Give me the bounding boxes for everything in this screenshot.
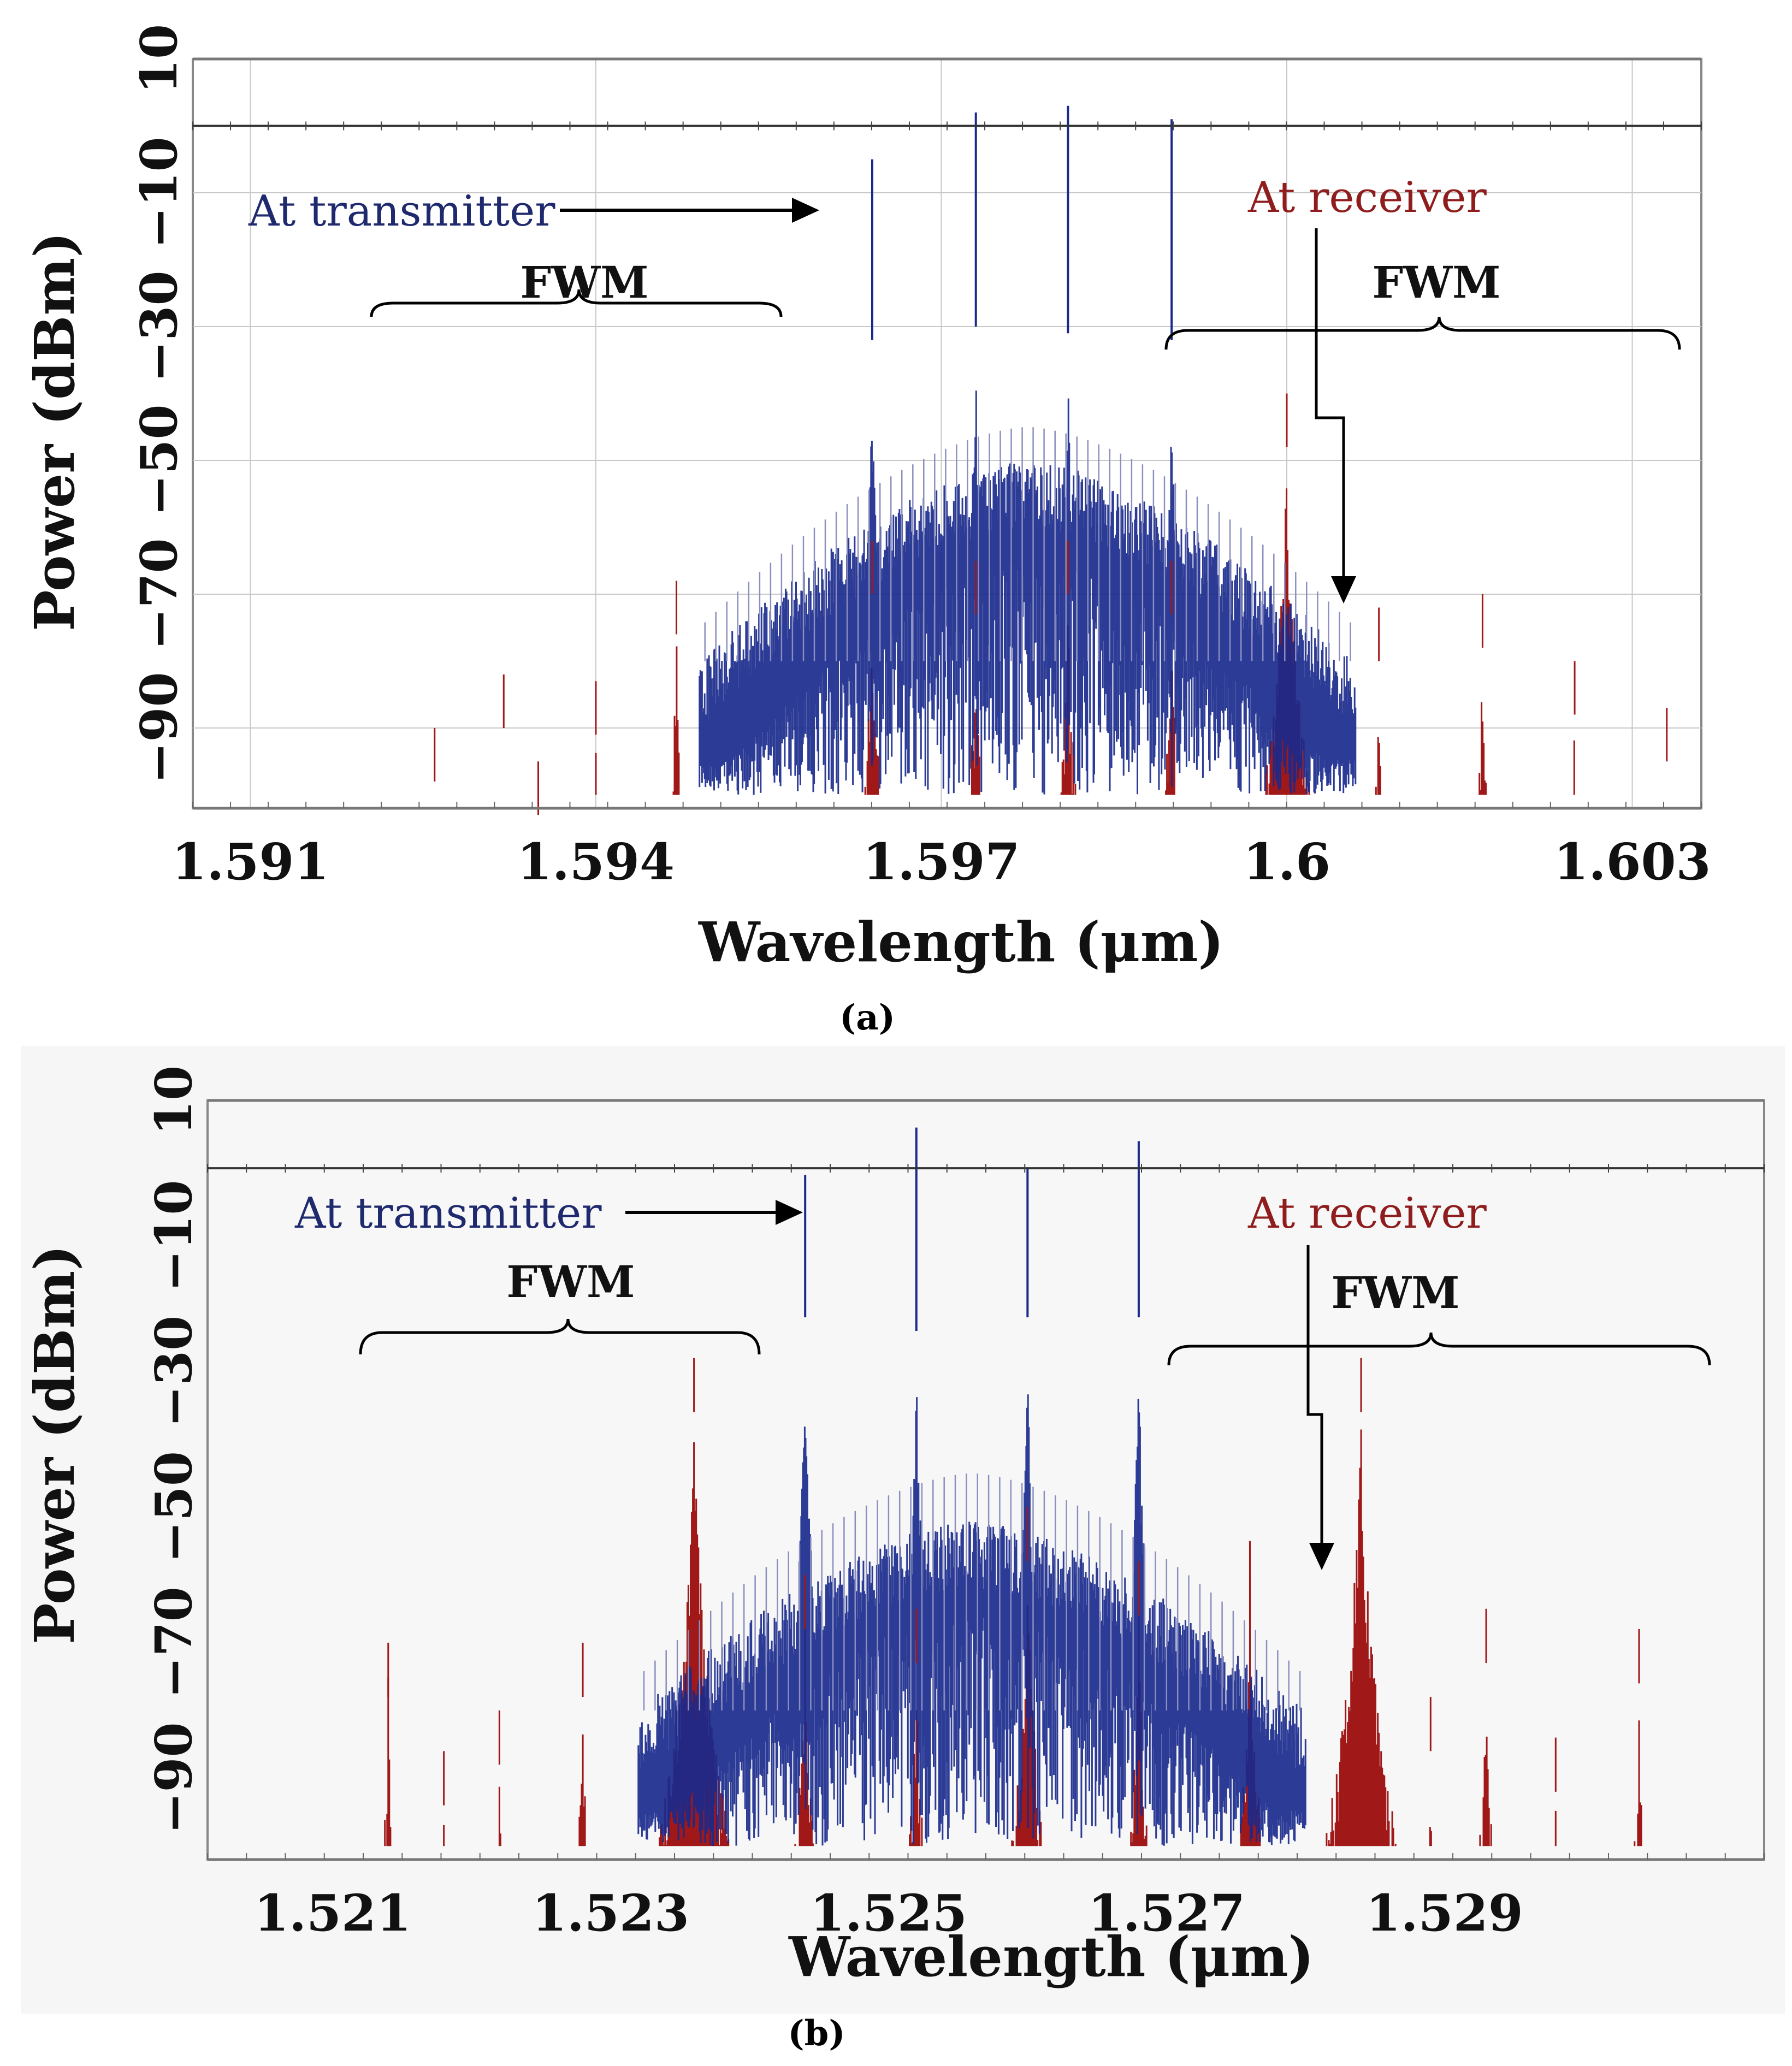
panel-a-x-tick-label: 1.594 [517,832,675,891]
panel-a-y-axis-title: Power (dBm) [22,232,87,631]
panel-a: 1.591 1.594 1.597 1.6 1.603 10 −10 −30 −… [22,24,1711,1038]
panel-a-y-tick-label: −90 [129,672,188,784]
panel-a-y-tick-label: 10 [129,24,188,94]
panel-b-y-tick-label: 10 [144,1065,203,1135]
panel-b-y-tick-label: −30 [144,1316,203,1428]
panel-b-y-tick-label: −70 [144,1587,203,1698]
panel-a-y-tick-label: −70 [129,538,188,650]
panel-a-fwm-right-label: FWM [1372,257,1500,308]
panel-b-y-axis-title: Power (dBm) [22,1245,87,1644]
panel-a-x-tick-label: 1.6 [1243,832,1330,891]
panel-a-x-tick-label: 1.591 [171,832,329,891]
panel-a-x-tick-label: 1.597 [862,832,1020,891]
panel-a-transmitter-label: At transmitter [248,187,555,236]
panel-b-receiver-label: At receiver [1247,1189,1487,1238]
panel-a-label: (a) [839,997,895,1038]
panel-b-y-tick-label: −10 [144,1180,203,1292]
panel-b-x-tick-label: 1.529 [1366,1884,1523,1943]
panel-b-fwm-right-label: FWM [1331,1267,1459,1318]
panel-b-transmitter-label: At transmitter [294,1189,602,1238]
panel-b-y-tick-label: −50 [144,1451,203,1563]
panel-a-y-tick-label: −10 [129,137,188,248]
panel-b-x-tick-label: 1.523 [532,1884,689,1943]
panel-a-x-axis-title: Wavelength (μm) [698,910,1224,974]
panel-b-y-tick-label: −90 [144,1722,203,1834]
panel-a-y-tick-label: −30 [129,270,188,382]
panel-b-x-axis-title: Wavelength (μm) [788,1925,1314,1989]
panel-a-receiver-label: At receiver [1247,173,1487,222]
panel-b-x-tick-label: 1.521 [254,1884,411,1943]
panel-b-fwm-left-label: FWM [506,1256,635,1307]
panel-b: 1.521 1.523 1.525 1.527 1.529 10 −10 −30… [22,1065,1764,2054]
panel-a-y-tick-label: −50 [129,404,188,516]
panel-a-x-tick-label: 1.603 [1553,832,1711,891]
panel-b-label: (b) [788,2013,845,2054]
